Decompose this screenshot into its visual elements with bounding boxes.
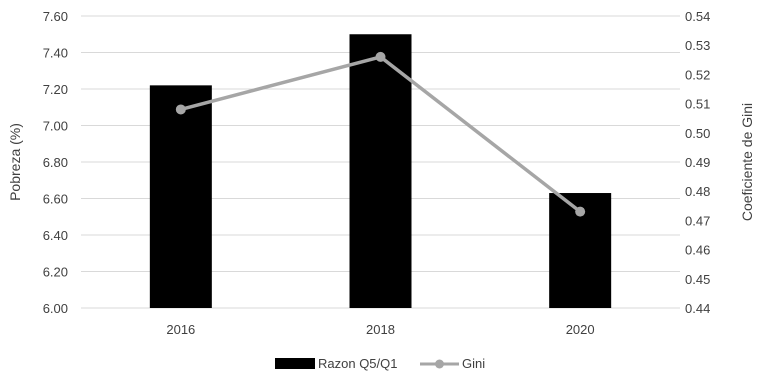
y-tick-label: 6.60 [43,192,68,207]
x-tick-label: 2020 [566,322,595,337]
y2-tick-label: 0.45 [685,272,710,287]
y2-tick-label: 0.44 [685,301,710,316]
gini-point [575,206,586,217]
y-axis-right-title: Coeficiente de Gini [739,103,755,221]
y-tick-label: 7.20 [43,82,68,97]
bar [149,85,212,308]
legend-label-gini: Gini [462,356,485,371]
x-axis-ticks: 2016 2018 2020 [166,322,594,337]
y-tick-label: 6.80 [43,155,68,170]
y-tick-label: 7.00 [43,119,68,134]
y2-tick-label: 0.49 [685,155,710,170]
y2-tick-label: 0.53 [685,38,710,53]
legend-swatch-razon [275,358,315,369]
y-tick-label: 7.60 [43,9,68,24]
y2-tick-label: 0.46 [685,243,710,258]
y2-tick-label: 0.48 [685,184,710,199]
y-axis-left-title: Pobreza (%) [7,123,23,201]
x-tick-label: 2018 [366,322,395,337]
bar-series-razon [149,34,612,308]
line-series-gini [175,51,586,217]
bar [349,34,412,308]
y-axis-left-ticks: 6.00 6.20 6.40 6.60 6.80 7.00 7.20 7.40 7.60 [43,9,68,316]
y-axis-right-ticks: 0.44 0.45 0.46 0.47 0.48 0.49 0.50 0.51 0.52 0.53… [685,9,710,316]
x-tick-label: 2016 [166,322,195,337]
gini-point [175,104,186,115]
gini-point [375,51,386,62]
y2-tick-label: 0.51 [685,97,710,112]
y2-tick-label: 0.50 [685,126,710,141]
y2-tick-label: 0.47 [685,213,710,228]
legend-label-razon: Razon Q5/Q1 [318,356,398,371]
y-tick-label: 6.20 [43,265,68,280]
y-tick-label: 6.00 [43,301,68,316]
y-tick-label: 6.40 [43,228,68,243]
y2-tick-label: 0.52 [685,67,710,82]
y2-tick-label: 0.54 [685,9,710,24]
y-tick-label: 7.40 [43,46,68,61]
legend: Razon Q5/Q1 Gini [275,356,485,371]
legend-swatch-gini-marker [435,359,444,369]
